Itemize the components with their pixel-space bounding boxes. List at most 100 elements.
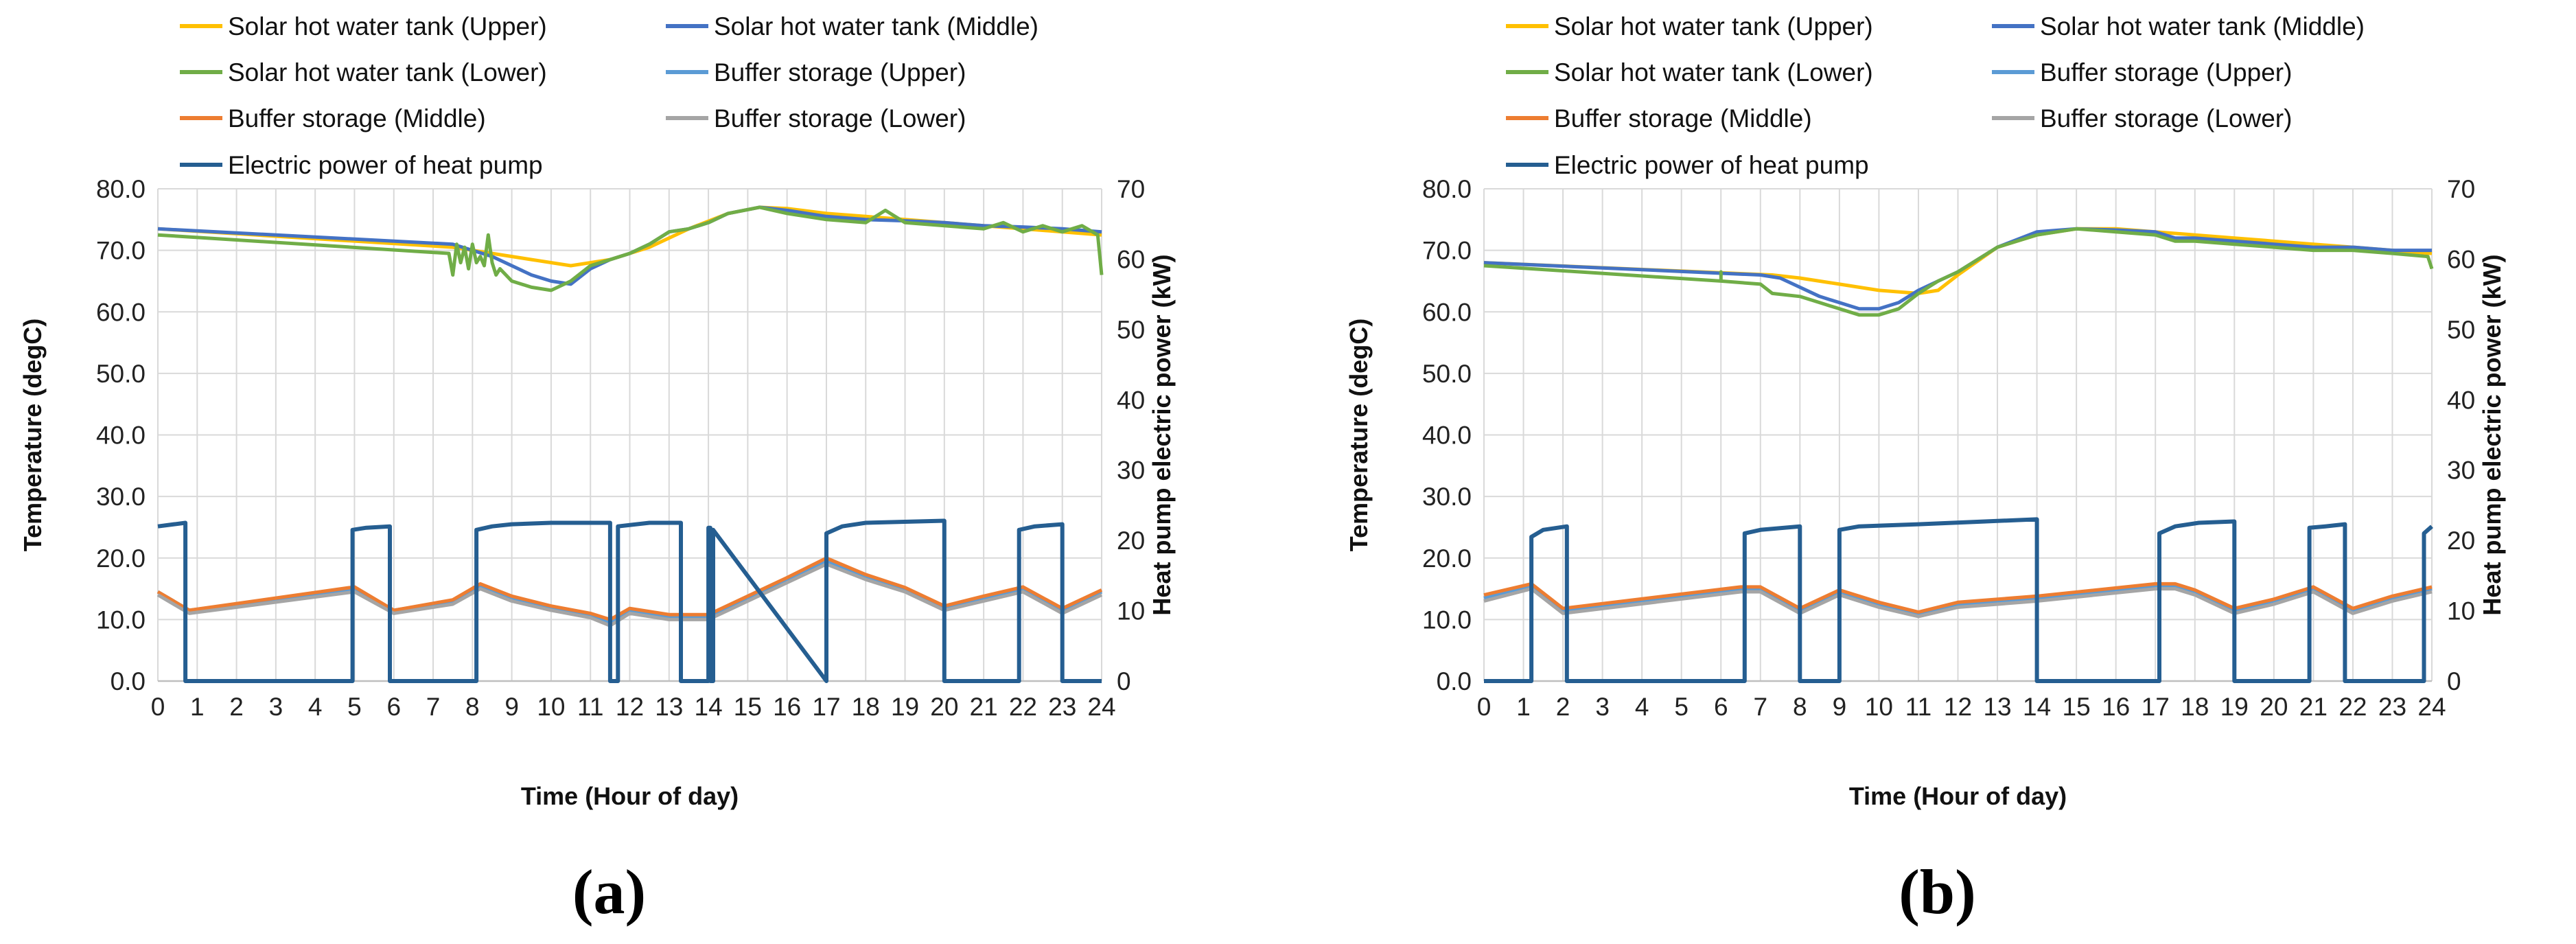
y-tick-label: 0.0: [111, 667, 146, 695]
y-tick-label: 80.0: [1422, 175, 1472, 203]
legend-label: Buffer storage (Middle): [228, 104, 486, 133]
y-tick-label: 50.0: [96, 360, 146, 388]
y2-tick-label: 50: [1117, 316, 1145, 344]
x-tick-label: 20: [930, 693, 958, 721]
x-axis-title: Time (Hour of day): [1849, 782, 2067, 810]
y2-tick-label: 10: [2447, 597, 2475, 625]
x-tick-label: 7: [426, 693, 441, 721]
x-tick-label: 15: [734, 693, 762, 721]
x-tick-label: 12: [1944, 693, 1972, 721]
y-tick-label: 10.0: [96, 606, 146, 634]
series-line-6: [157, 518, 1102, 683]
legend-label: Buffer storage (Upper): [714, 58, 966, 87]
x-tick-label: 17: [2142, 693, 2170, 721]
x-tick-label: 23: [2378, 693, 2406, 721]
y2-tick-label: 30: [2447, 457, 2475, 485]
x-tick-label: 10: [537, 693, 565, 721]
y-tick-label: 60.0: [96, 298, 146, 326]
x-tick-label: 14: [695, 693, 723, 721]
y-tick-label: 30.0: [1422, 483, 1472, 511]
x-tick-label: 2: [229, 693, 244, 721]
legend-label: Solar hot water tank (Middle): [714, 12, 1038, 41]
legend-label: Buffer storage (Lower): [2040, 104, 2292, 133]
x-tick-label: 4: [308, 693, 323, 721]
y2-tick-label: 70: [1117, 175, 1145, 203]
x-axis-title: Time (Hour of day): [521, 782, 739, 810]
y2-tick-label: 10: [1117, 597, 1145, 625]
y2-tick-label: 50: [2447, 316, 2475, 344]
series-line-2: [157, 205, 1104, 292]
legend: Solar hot water tank (Upper) Solar hot wa…: [180, 12, 1038, 179]
x-tick-label: 22: [2339, 693, 2367, 721]
x-tick-label: 9: [504, 693, 519, 721]
x-tick-label: 7: [1754, 693, 1768, 721]
x-tick-label: 15: [2063, 693, 2091, 721]
x-tick-label: 2: [1556, 693, 1570, 721]
y-tick-label: 80.0: [96, 175, 146, 203]
x-tick-label: 23: [1048, 693, 1076, 721]
x-tick-label: 24: [1087, 693, 1115, 721]
x-tick-label: 18: [2181, 693, 2209, 721]
legend-label: Buffer storage (Middle): [1554, 104, 1812, 133]
x-tick-label: 0: [151, 693, 165, 721]
y2-tick-label: 20: [1117, 527, 1145, 555]
legend-label: Solar hot water tank (Lower): [228, 58, 547, 87]
y2-tick-label: 40: [2447, 386, 2475, 414]
series-line-5: [156, 562, 1103, 628]
x-tick-label: 16: [2102, 693, 2130, 721]
x-tick-label: 3: [1595, 693, 1610, 721]
y2-tick-label: 30: [1117, 457, 1145, 485]
x-tick-label: 22: [1009, 693, 1037, 721]
x-tick-label: 3: [269, 693, 283, 721]
x-tick-label: 8: [1793, 693, 1807, 721]
y-tick-label: 40.0: [1422, 422, 1472, 450]
chart-panel-b: 0 1 2 3 4 5 6 7 8 9 10 11 12 13 14 15 16 17 18 19 20 21 22 23 24…: [1345, 12, 2506, 927]
y2-tick-label: 70: [2447, 175, 2475, 203]
legend: Solar hot water tank (Upper) Solar hot wa…: [1506, 12, 2365, 179]
panel-label: (b): [1899, 857, 1975, 927]
x-tick-label: 12: [616, 693, 644, 721]
series-line-6: [1484, 517, 2433, 683]
legend-label: Solar hot water tank (Lower): [1554, 58, 1873, 87]
legend-label: Buffer storage (Lower): [714, 104, 966, 133]
y-axis-title: Temperature (degC): [1345, 319, 1373, 551]
y-tick-label: 70.0: [1422, 237, 1472, 265]
x-tick-label: 6: [386, 693, 401, 721]
x-tick-label: 20: [2260, 693, 2288, 721]
legend-label: Buffer storage (Upper): [2040, 58, 2292, 87]
y-tick-label: 70.0: [96, 237, 146, 265]
y-tick-label: 40.0: [96, 422, 146, 450]
y2-tick-label: 40: [1117, 386, 1145, 414]
x-tick-label: 17: [812, 693, 840, 721]
y-tick-label: 30.0: [96, 483, 146, 511]
x-tick-label: 5: [1674, 693, 1689, 721]
y2-tick-label: 60: [2447, 245, 2475, 273]
x-tick-label: 11: [1905, 693, 1931, 721]
series-line-4: [156, 556, 1103, 621]
x-tick-label: 6: [1714, 693, 1728, 721]
x-tick-label: 21: [970, 693, 998, 721]
x-tick-label: 1: [190, 693, 205, 721]
chart-panel-a: 0 1 2 3 4 5 6 7 8 9 10 11 12 13 14 15 16 17 18 19 20 21 22 23 24…: [19, 12, 1176, 927]
legend-label: Electric power of heat pump: [1554, 151, 1869, 179]
y-tick-label: 20.0: [1422, 544, 1472, 573]
x-tick-label: 13: [1983, 693, 2011, 721]
y-tick-label: 20.0: [96, 544, 146, 573]
x-tick-label: 24: [2417, 693, 2446, 721]
x-tick-label: 21: [2299, 693, 2328, 721]
series-line-2: [1483, 227, 2434, 317]
x-tick-label: 9: [1833, 693, 1847, 721]
legend-label: Solar hot water tank (Upper): [1554, 12, 1873, 41]
y2-tick-label: 0: [2447, 667, 2461, 695]
x-tick-label: 4: [1635, 693, 1649, 721]
y-tick-label: 60.0: [1422, 298, 1472, 326]
x-tick-label: 11: [577, 693, 603, 721]
x-tick-label: 18: [852, 693, 880, 721]
x-tick-label: 1: [1516, 693, 1531, 721]
y-tick-label: 0.0: [1437, 667, 1472, 695]
y2-axis-title: Heat pump electric power (kW): [2478, 254, 2506, 615]
x-tick-label: 10: [1865, 693, 1893, 721]
y2-tick-label: 20: [2447, 527, 2475, 555]
y2-tick-label: 60: [1117, 245, 1145, 273]
